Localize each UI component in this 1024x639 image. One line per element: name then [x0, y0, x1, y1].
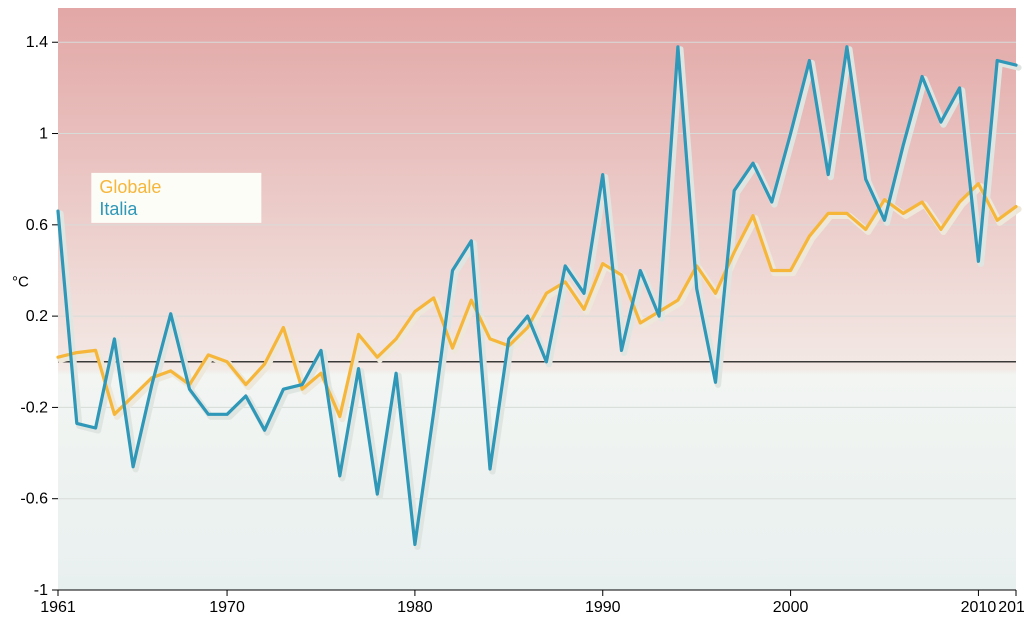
x-tick-label: 1970 — [209, 599, 245, 616]
y-tick-label: 1 — [39, 126, 48, 143]
y-tick-label: -0.2 — [20, 399, 48, 416]
y-tick-label: -0.6 — [20, 491, 48, 508]
legend-item-italia: Italia — [99, 199, 138, 219]
x-tick-label: 2000 — [773, 599, 809, 616]
plot-area — [58, 8, 1016, 590]
y-axis-label: °C — [12, 273, 29, 290]
x-tick-label: 2010 — [961, 599, 997, 616]
y-tick-label: -1 — [34, 582, 48, 599]
x-tick-label: 1990 — [585, 599, 621, 616]
y-tick-label: 0.6 — [26, 217, 48, 234]
legend-item-globale: Globale — [99, 177, 161, 197]
x-tick-label: 1980 — [397, 599, 433, 616]
x-tick-label: 2012 — [998, 599, 1024, 616]
temperature-anomaly-chart: -1 -0.6 -0.2 0.2 0.6 1 1.4 °C 1961 1970 1980 1990 20… — [0, 0, 1024, 639]
chart-svg: -1 -0.6 -0.2 0.2 0.6 1 1.4 °C 1961 1970 1980 1990 20… — [0, 0, 1024, 639]
x-tick-label: 1961 — [40, 599, 76, 616]
y-tick-label: 1.4 — [26, 34, 48, 51]
y-tick-label: 0.2 — [26, 308, 48, 325]
